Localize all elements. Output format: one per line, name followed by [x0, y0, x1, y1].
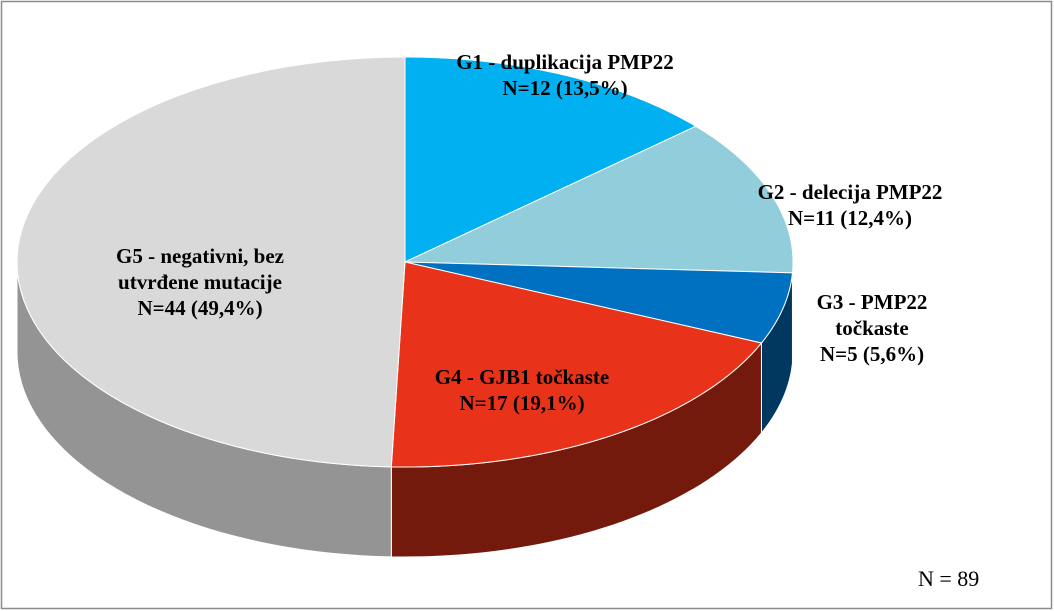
value-label: N=12 (13,5%) — [502, 76, 628, 100]
slice-label: G5 - negativni, bez utvrđene mutacije N=4… — [75, 243, 325, 321]
slice-label: G2 - delecija PMP22 N=11 (12,4%) — [755, 179, 945, 231]
slice-label: G1 - duplikacija PMP22 N=12 (13,5%) — [455, 49, 675, 101]
slice — [404, 125, 794, 274]
slice — [16, 56, 406, 468]
value-label: N=11 (12,4%) — [788, 206, 912, 230]
annotation: N = 89 — [918, 566, 980, 591]
slice — [404, 56, 697, 263]
slice — [404, 261, 794, 344]
category-label: G1 - duplikacija PMP22 — [456, 50, 674, 74]
slice-label: G4 - GJB1 točkaste N=17 (19,1%) — [422, 364, 622, 416]
value-label: N=5 (5,6%) — [819, 342, 925, 366]
value-label: N=17 (19,1%) — [459, 391, 585, 415]
category-label: G4 - GJB1 točkaste — [434, 365, 610, 389]
slice-label: G3 - PMP22 točkaste N=5 (5,6%) — [782, 289, 962, 367]
category-label: G2 - delecija PMP22 — [757, 180, 943, 204]
slice — [390, 261, 763, 468]
category-label: G5 - negativni, bez utvrđene mutacije — [116, 244, 284, 294]
category-label: G3 - PMP22 točkaste — [816, 290, 928, 340]
value-label: N=44 (49,4%) — [137, 296, 263, 320]
